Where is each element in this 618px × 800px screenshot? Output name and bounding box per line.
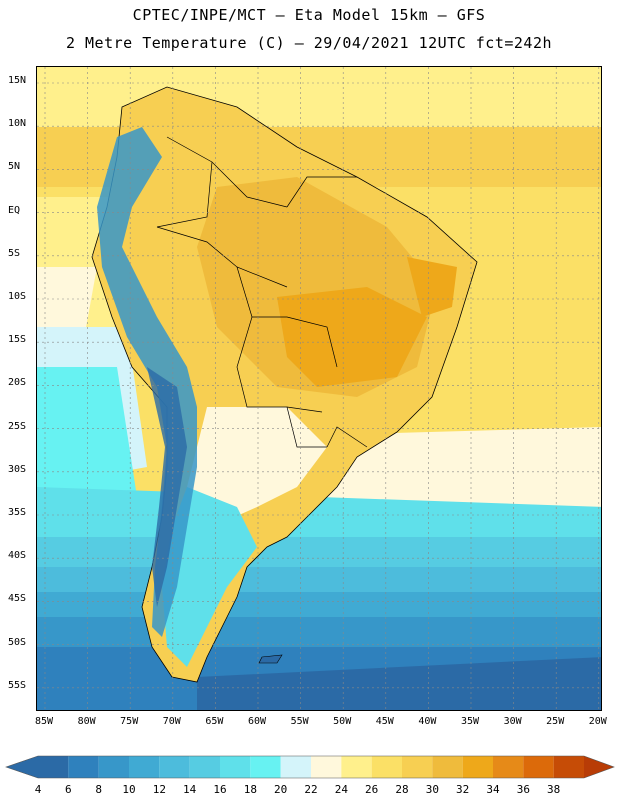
- lat-tick-label: 5S: [8, 247, 21, 259]
- colorbar-tick-label: 26: [365, 783, 379, 796]
- lon-tick-label: 60W: [247, 716, 267, 727]
- country-borders: [156, 136, 368, 448]
- colorbar-cell: [402, 756, 433, 778]
- pacific-band-18: [37, 367, 137, 497]
- colorbar-cell: [280, 756, 311, 778]
- colorbar-cell: [189, 756, 220, 778]
- colorbar-tick-label: 6: [65, 783, 72, 796]
- hot-zone-northeast: [407, 257, 457, 317]
- colorbar-tick-label: 14: [183, 783, 197, 796]
- andes-high-peaks: [147, 367, 187, 607]
- lat-tick-label: 10S: [8, 291, 27, 302]
- lon-tick-label: 75W: [120, 716, 139, 727]
- lon-tick-label: 25W: [546, 716, 565, 727]
- map-area[interactable]: [36, 66, 602, 711]
- lon-tick-label: 65W: [205, 716, 224, 727]
- lat-tick-label: 35S: [8, 507, 27, 518]
- colorbar-tick-label: 12: [152, 783, 166, 796]
- graticule: [37, 67, 601, 710]
- hot-zone-central-brazil: [277, 287, 427, 387]
- lon-tick-label: 55W: [290, 716, 309, 727]
- band-10: [37, 592, 601, 617]
- colorbar-tick-label: 20: [274, 783, 288, 796]
- colorbar-arrow-low: [6, 756, 38, 778]
- lat-tick-label: 45S: [8, 593, 27, 605]
- colorbar-tick-label: 18: [243, 783, 257, 796]
- colorbar-cell: [553, 756, 584, 778]
- band-14: [37, 537, 601, 567]
- colorbar-tick-label: 16: [213, 783, 227, 796]
- south-cool-zone: [187, 407, 327, 527]
- lon-tick-label: 85W: [34, 716, 54, 727]
- colorbar-cell: [493, 756, 524, 778]
- colorbar-tick-label: 36: [516, 783, 530, 796]
- lon-tick-label: 35W: [460, 716, 480, 727]
- colorbar-cell: [68, 756, 99, 778]
- colorbar-cell: [432, 756, 463, 778]
- colorbar-cell: [523, 756, 554, 778]
- colorbar-cell: [220, 756, 251, 778]
- colorbar-tick-label: 24: [334, 783, 348, 796]
- lon-tick-label: 70W: [162, 716, 181, 727]
- colorbar-tick-label: 8: [95, 783, 102, 796]
- band-12: [37, 567, 601, 592]
- colorbar-cell: [311, 756, 342, 778]
- lon-tick-label: 45W: [375, 716, 394, 727]
- colorbar-cell: [159, 756, 190, 778]
- lon-tick-label: 80W: [77, 716, 96, 727]
- falkland-islands: [258, 654, 283, 664]
- lat-tick-label: 15S: [8, 334, 27, 346]
- colorbar-cell: [98, 756, 129, 778]
- lon-tick-label: 30W: [503, 716, 522, 727]
- temperature-colorbar: [5, 755, 615, 779]
- lat-tick-label: 5N: [8, 161, 21, 173]
- colorbar-tick-label: 10: [122, 783, 136, 796]
- lon-tick-label: 50W: [333, 716, 352, 727]
- lat-tick-label: EQ: [8, 204, 21, 216]
- lat-tick-label: 10N: [8, 118, 27, 130]
- colorbar-tick-label: 28: [395, 783, 409, 796]
- lon-tick-label: 20W: [588, 716, 607, 727]
- band-8: [37, 617, 601, 647]
- colorbar-tick-label: 32: [456, 783, 470, 796]
- band-4: [197, 657, 601, 710]
- lat-tick-label: 40S: [8, 550, 27, 562]
- colorbar-tick-label: 22: [304, 783, 318, 796]
- lat-tick-label: 55S: [8, 679, 27, 691]
- colorbar-tick-label: 34: [486, 783, 500, 796]
- lon-tick-label: 40W: [418, 716, 437, 727]
- lat-tick-label: 20S: [8, 377, 27, 389]
- map-title: CPTEC/INPE/MCT – Eta Model 15km – GFS: [132, 6, 486, 24]
- colorbar-cell: [341, 756, 372, 778]
- colorbar-cell: [371, 756, 402, 778]
- lat-tick-label: 50S: [8, 636, 27, 648]
- colorbar-tick-label: 30: [425, 783, 439, 796]
- lat-tick-label: 25S: [8, 420, 27, 432]
- lat-tick-label: 15N: [8, 75, 27, 86]
- colorbar-tick-label: 4: [34, 783, 42, 796]
- colorbar-cell: [250, 756, 281, 778]
- colorbar-cell: [129, 756, 160, 778]
- colorbar-cell: [462, 756, 493, 778]
- colorbar-cell: [38, 756, 69, 778]
- colorbar-arrow-high: [584, 756, 614, 778]
- lat-tick-label: 30S: [8, 463, 27, 475]
- map-subtitle: 2 Metre Temperature (C) – 29/04/2021 12U…: [65, 34, 553, 52]
- colorbar-outline: [5, 755, 615, 779]
- colorbar-tick-label: 38: [547, 783, 561, 796]
